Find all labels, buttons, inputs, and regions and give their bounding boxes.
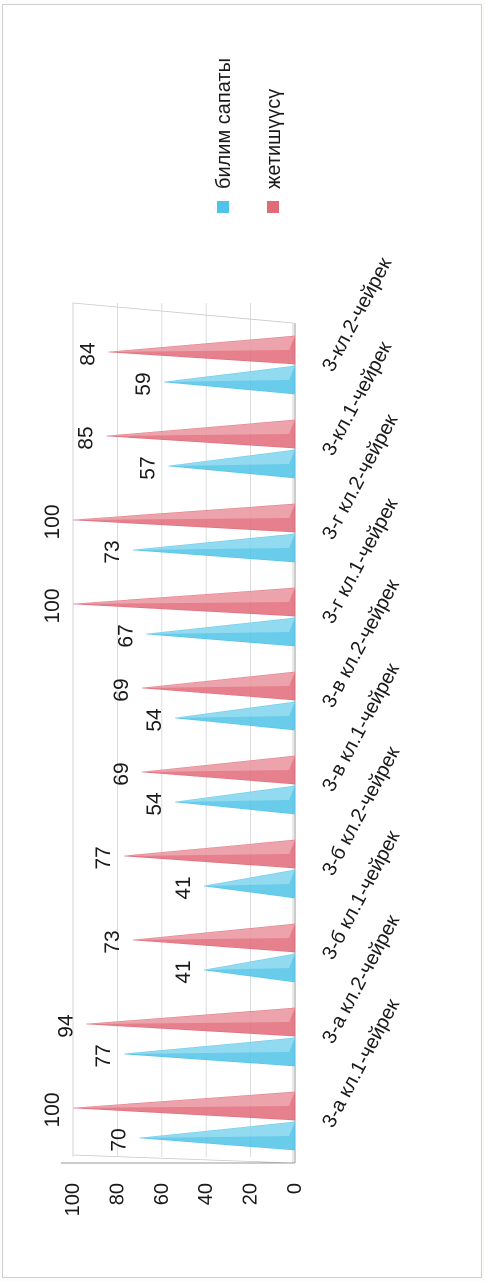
legend-swatch [217, 201, 229, 213]
bar [72, 587, 296, 617]
bar [146, 617, 296, 647]
legend-item: жетишүүсү [263, 89, 285, 213]
bar [141, 671, 296, 701]
data-label: 59 [132, 372, 155, 395]
data-label: 57 [136, 456, 159, 479]
bar [168, 449, 296, 479]
legend-label: билим сапаты [213, 58, 235, 189]
y-axis-tick-label: 60 [151, 1183, 173, 1205]
legend-swatch [267, 201, 279, 213]
data-label: 69 [110, 762, 133, 785]
data-label: 100 [41, 504, 64, 539]
y-axis-tick-label: 20 [240, 1183, 262, 1205]
data-label: 73 [101, 540, 124, 563]
legend-item: билим сапаты [213, 58, 235, 213]
chart-svg: 0 20 40 60 80 100 70 100 77 94 41 73 41 77 54 69 54 69 67… [41, 58, 404, 1216]
data-label: 73 [101, 930, 124, 953]
bar [132, 533, 296, 563]
data-label: 67 [114, 624, 137, 647]
chart-frame: 0 20 40 60 80 100 70 100 77 94 41 73 41 77 54 69 54 69 67… [2, 4, 482, 1278]
data-label: 94 [54, 1014, 77, 1038]
data-label: 41 [172, 960, 195, 983]
data-labels: 70 100 77 94 41 73 41 77 54 69 54 69 67 100 73 100 57 85 5… [41, 342, 195, 1152]
data-label: 100 [41, 1092, 64, 1127]
data-label: 69 [110, 678, 133, 701]
data-label: 54 [143, 792, 166, 816]
bar [124, 839, 296, 869]
y-axis-tick-label: 0 [284, 1183, 306, 1194]
data-label: 84 [77, 342, 100, 366]
bar [203, 869, 296, 899]
bar [141, 755, 296, 785]
data-label: 77 [92, 846, 115, 869]
bar [72, 503, 296, 533]
data-label: 85 [74, 426, 97, 449]
bar [139, 1121, 296, 1151]
data-label: 41 [172, 876, 195, 899]
data-label: 54 [143, 708, 166, 732]
legend-label: жетишүүсү [263, 89, 285, 189]
bar [175, 785, 296, 815]
y-axis-tick-label: 40 [195, 1183, 217, 1205]
data-label: 100 [41, 588, 64, 623]
y-axis-tick-label: 100 [62, 1183, 84, 1216]
y-axis-tick-labels: 0 20 40 60 80 100 [62, 1183, 306, 1216]
bar [132, 923, 296, 953]
bar [163, 365, 296, 395]
data-label: 77 [92, 1044, 115, 1067]
plot-area: 0 20 40 60 80 100 70 100 77 94 41 73 41 77 54 69 54 69 67… [41, 254, 404, 1216]
bar [72, 1091, 296, 1121]
bars [72, 335, 296, 1151]
bar [203, 953, 296, 983]
bar [86, 1007, 296, 1037]
bar [124, 1037, 296, 1067]
bar [175, 701, 296, 731]
data-label: 70 [108, 1128, 131, 1151]
y-axis-tick-label: 80 [106, 1183, 128, 1205]
legend: билим сапаты жетишүүсү [213, 58, 285, 213]
bar [106, 419, 296, 449]
bar [108, 335, 296, 365]
